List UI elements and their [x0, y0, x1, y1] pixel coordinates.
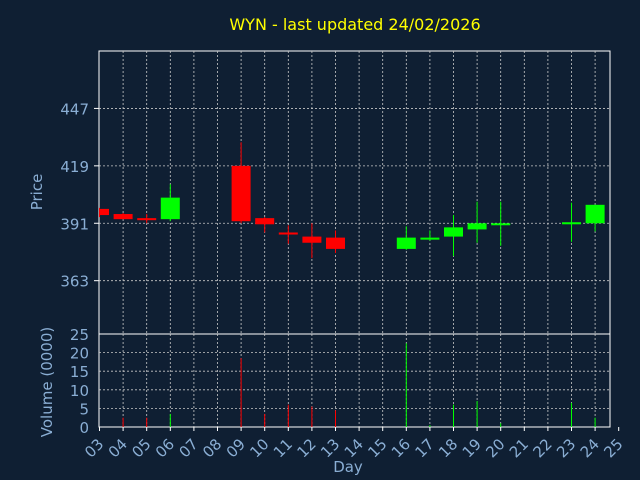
- x-tick-label: 17: [411, 435, 437, 461]
- candle-03: [99, 207, 109, 218]
- x-tick-label: 24: [577, 435, 603, 461]
- candle-body: [420, 237, 440, 240]
- price-tick-label: 391: [60, 215, 89, 233]
- x-tick-label: 18: [435, 435, 461, 461]
- volume-frame: [98, 333, 611, 428]
- candle-body: [444, 227, 463, 237]
- candle-23: [562, 202, 581, 242]
- x-tick-label: 19: [459, 435, 485, 461]
- x-tick-label: 20: [482, 435, 508, 461]
- price-panel: 363 391 419 447 Price: [28, 50, 611, 335]
- candle-06: [160, 184, 180, 222]
- x-tick-label: 09: [223, 435, 249, 461]
- volume-tick-label: 15: [70, 363, 89, 381]
- price-grid: [99, 51, 610, 334]
- candle-body: [137, 218, 157, 221]
- x-tick-label: 21: [506, 435, 532, 461]
- price-frame: [98, 50, 611, 335]
- candle-body: [562, 222, 581, 225]
- x-tick-label: 05: [128, 435, 154, 461]
- candle-body: [302, 236, 322, 243]
- x-tick-label: 04: [105, 435, 131, 461]
- candle-05: [137, 214, 157, 224]
- candle-body: [99, 208, 109, 216]
- candle-body: [255, 218, 275, 225]
- x-tick-label: 06: [152, 435, 178, 461]
- volume-tick-label: 5: [79, 400, 89, 418]
- volume-tick-label: 25: [70, 326, 89, 344]
- x-tick-label: 25: [600, 435, 626, 461]
- candle-13: [326, 230, 345, 253]
- candle-20: [491, 201, 511, 246]
- x-tick-label: 07: [175, 435, 201, 461]
- candle-body: [278, 232, 298, 235]
- x-tick-labels: 0304050607080910111213141516171819202122…: [81, 427, 627, 461]
- x-tick-label: 15: [364, 435, 390, 461]
- candle-body: [113, 214, 133, 220]
- price-axis-label: Price: [28, 174, 46, 211]
- candle-body: [585, 204, 605, 224]
- x-tick-label: 08: [199, 435, 225, 461]
- candle-09: [231, 142, 251, 224]
- price-tick-label: 363: [60, 273, 89, 291]
- candle-04: [113, 213, 133, 220]
- x-tick-label: 11: [270, 435, 296, 461]
- volume-bars: [122, 343, 596, 427]
- candles: [99, 142, 605, 259]
- price-y-ticks: 363 391 419 447: [60, 100, 99, 291]
- candle-18: [444, 215, 463, 257]
- price-tick-label: 419: [60, 158, 89, 176]
- candle-12: [302, 223, 322, 259]
- x-tick-label: 16: [388, 435, 414, 461]
- x-axis-label: Day: [333, 458, 363, 476]
- volume-tick-label: 10: [70, 382, 89, 400]
- candle-11: [278, 225, 298, 244]
- candle-24: [585, 204, 605, 232]
- candle-17: [420, 230, 440, 241]
- candle-body: [467, 223, 487, 230]
- candle-body: [396, 237, 416, 249]
- chart-title: WYN - last updated 24/02/2026: [229, 15, 480, 34]
- candle-body: [231, 165, 251, 222]
- candle-body: [160, 197, 180, 220]
- volume-grid: [99, 334, 610, 427]
- candle-10: [255, 217, 275, 233]
- x-tick-label: 12: [293, 435, 319, 461]
- volume-axis-label: Volume (0000): [38, 327, 56, 437]
- volume-tick-label: 0: [79, 419, 89, 437]
- candle-body: [326, 237, 345, 249]
- volume-tick-label: 20: [70, 345, 89, 363]
- candle-body: [491, 223, 511, 226]
- x-tick-label: 10: [246, 435, 272, 461]
- price-tick-label: 447: [60, 100, 89, 118]
- candle-19: [467, 201, 487, 243]
- x-tick-label: 22: [529, 435, 555, 461]
- candle-16: [396, 226, 416, 250]
- x-tick-label: 23: [553, 435, 579, 461]
- x-tick-label: 03: [81, 435, 107, 461]
